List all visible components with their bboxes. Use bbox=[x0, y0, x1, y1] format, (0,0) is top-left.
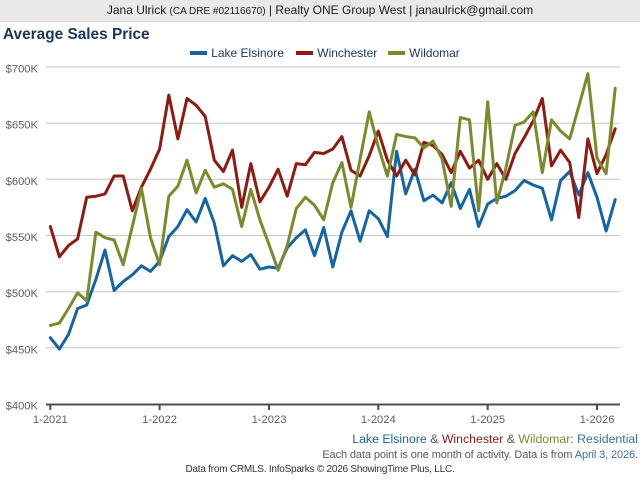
svg-text:$650K: $650K bbox=[6, 120, 39, 132]
svg-text:$600K: $600K bbox=[6, 176, 39, 188]
svg-text:$400K: $400K bbox=[6, 401, 39, 413]
svg-text:$450K: $450K bbox=[6, 344, 39, 356]
svg-text:1-2026: 1-2026 bbox=[580, 414, 615, 426]
svg-text:$500K: $500K bbox=[6, 288, 39, 300]
svg-text:$550K: $550K bbox=[6, 232, 39, 244]
svg-text:1-2022: 1-2022 bbox=[142, 414, 177, 426]
svg-text:1-2025: 1-2025 bbox=[470, 414, 505, 426]
svg-text:1-2023: 1-2023 bbox=[252, 414, 287, 426]
svg-text:1-2021: 1-2021 bbox=[33, 414, 68, 426]
svg-text:$700K: $700K bbox=[6, 64, 39, 76]
svg-text:1-2024: 1-2024 bbox=[361, 414, 396, 426]
